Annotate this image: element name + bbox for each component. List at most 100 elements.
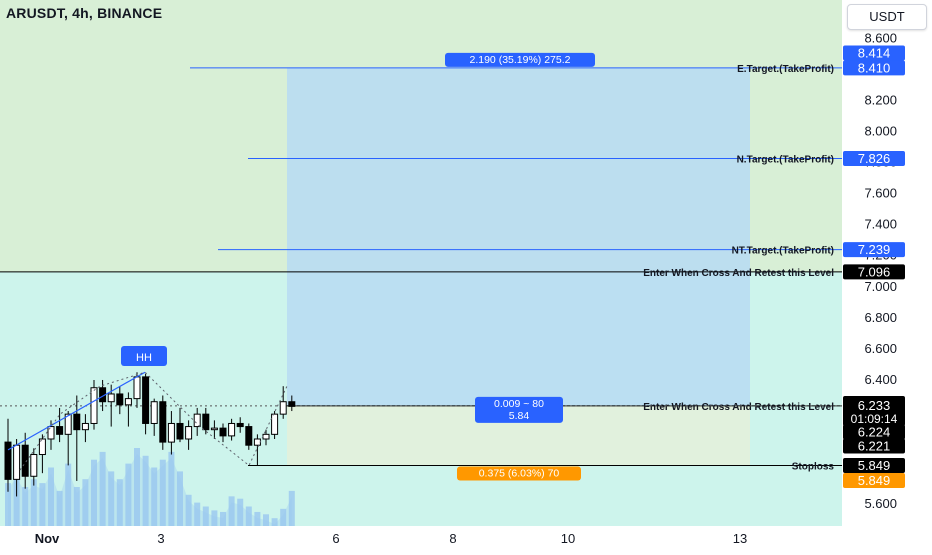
volume-bar [211,510,218,526]
price-tick: 6.600 [864,341,897,356]
currency-button[interactable]: USDT [847,4,927,30]
volume-bar [108,471,115,526]
candle-body [107,393,115,403]
volume-bar [48,467,54,526]
time-tick: 6 [332,531,339,546]
volume-bar [271,518,278,526]
price-tag-low-a-bg [843,424,905,440]
candle-body [176,422,184,440]
volume-bar [202,506,209,526]
time-axis-background [0,526,842,550]
time-tick: 10 [561,531,575,546]
candle-body [38,438,46,456]
price-tick: 6.400 [864,372,897,387]
price-tag-current: 6.233 [858,398,891,413]
volume-bar [185,494,192,526]
level-label: Enter When Cross And Retest this Level [643,268,834,279]
candle-body [64,413,72,435]
time-tick: 3 [157,531,164,546]
candle-body [210,427,218,431]
position-loss-tag [457,466,581,481]
price-tag-n-target-bg [843,151,905,167]
volume-bar [151,467,158,526]
candle-body [193,413,201,428]
price-tick: 7.600 [864,186,897,201]
volume-bar [116,479,123,526]
price-tag-e-target-bg [843,60,905,76]
price-tag-stop-orange: 5.849 [858,473,891,488]
price-tag-n-target: 7.826 [858,151,891,166]
candle-body [81,422,89,431]
price-tag-current-bg [843,396,905,426]
hh-annotation-box [121,346,167,366]
candle-body [245,426,253,446]
price-tick: 6.800 [864,310,897,325]
price-tag-e-target: 8.410 [858,60,891,75]
price-tick: 7.000 [864,279,897,294]
level-label: N.Target.(TakeProfit) [737,155,834,166]
volume-bar [91,459,97,526]
candle-body [73,413,81,431]
candle-body [142,376,150,424]
price-tick: 8.000 [864,124,897,139]
price-tick: 7.400 [864,217,897,232]
symbol-title: ARUSDT, 4h, BINANCE [6,5,163,21]
price-tag-nt-target-bg [843,242,905,258]
volume-bar [280,508,287,526]
price-tick: 5.600 [864,496,897,511]
volume-bar [134,448,140,526]
price-tag-entry-high: 7.096 [858,264,891,279]
volume-bar [73,487,80,526]
price-tag-nt-target: 7.239 [858,242,891,257]
candle-body [279,401,287,415]
volume-bar [228,496,235,526]
candle-body [271,413,279,435]
candle-body [116,393,124,406]
candle-body [185,426,193,440]
volume-bar [245,506,252,526]
volume-bar [5,483,11,526]
volume-bar [177,471,183,526]
volume-bar [159,459,166,526]
volume-bar [30,479,37,526]
time-tick: 13 [733,531,747,546]
volume-bar [82,479,89,526]
candle-body [159,401,167,443]
level-label: NT.Target.(TakeProfit) [732,246,834,257]
price-tick: 8.600 [864,30,897,45]
candle-body [150,401,158,424]
candle-body [253,438,261,446]
position-profit-label: 2.190 (35.19%) 275.2 [470,54,571,66]
time-tick: Nov [35,531,60,546]
level-label: Enter When Cross And Retest this Level [643,402,834,413]
countdown-label: 01:09:14 [851,412,898,426]
price-tag-low-a: 6.224 [858,425,891,440]
volume-bar [168,451,175,526]
candle-body [21,444,29,477]
volume-bar [237,498,244,526]
position-loss-label: 0.375 (6.03%) 70 [479,468,560,480]
volume-bar [125,463,132,526]
trend-line [7,371,146,451]
candle-body [288,401,296,407]
candle-body [4,441,12,480]
candle-body [124,398,132,406]
hh-annotation-label: HH [136,352,152,364]
candle-body [30,454,38,477]
price-tag-top-bg [843,45,905,61]
price-tag-stop-orange-bg [843,473,905,489]
candle-body [228,422,236,437]
candle-body [56,426,64,435]
price-tag-stop-bg [843,458,905,474]
price-tag-stop: 5.849 [858,458,891,473]
candle-body [262,433,270,440]
position-mid-label-1: 0.009 ~ 80 [494,398,544,410]
volume-bar [65,463,72,526]
candle-body [236,422,244,428]
position-mid-tag [475,396,563,423]
volume-bar [254,511,261,526]
candle-body [167,422,175,443]
volume-bar [99,451,106,526]
